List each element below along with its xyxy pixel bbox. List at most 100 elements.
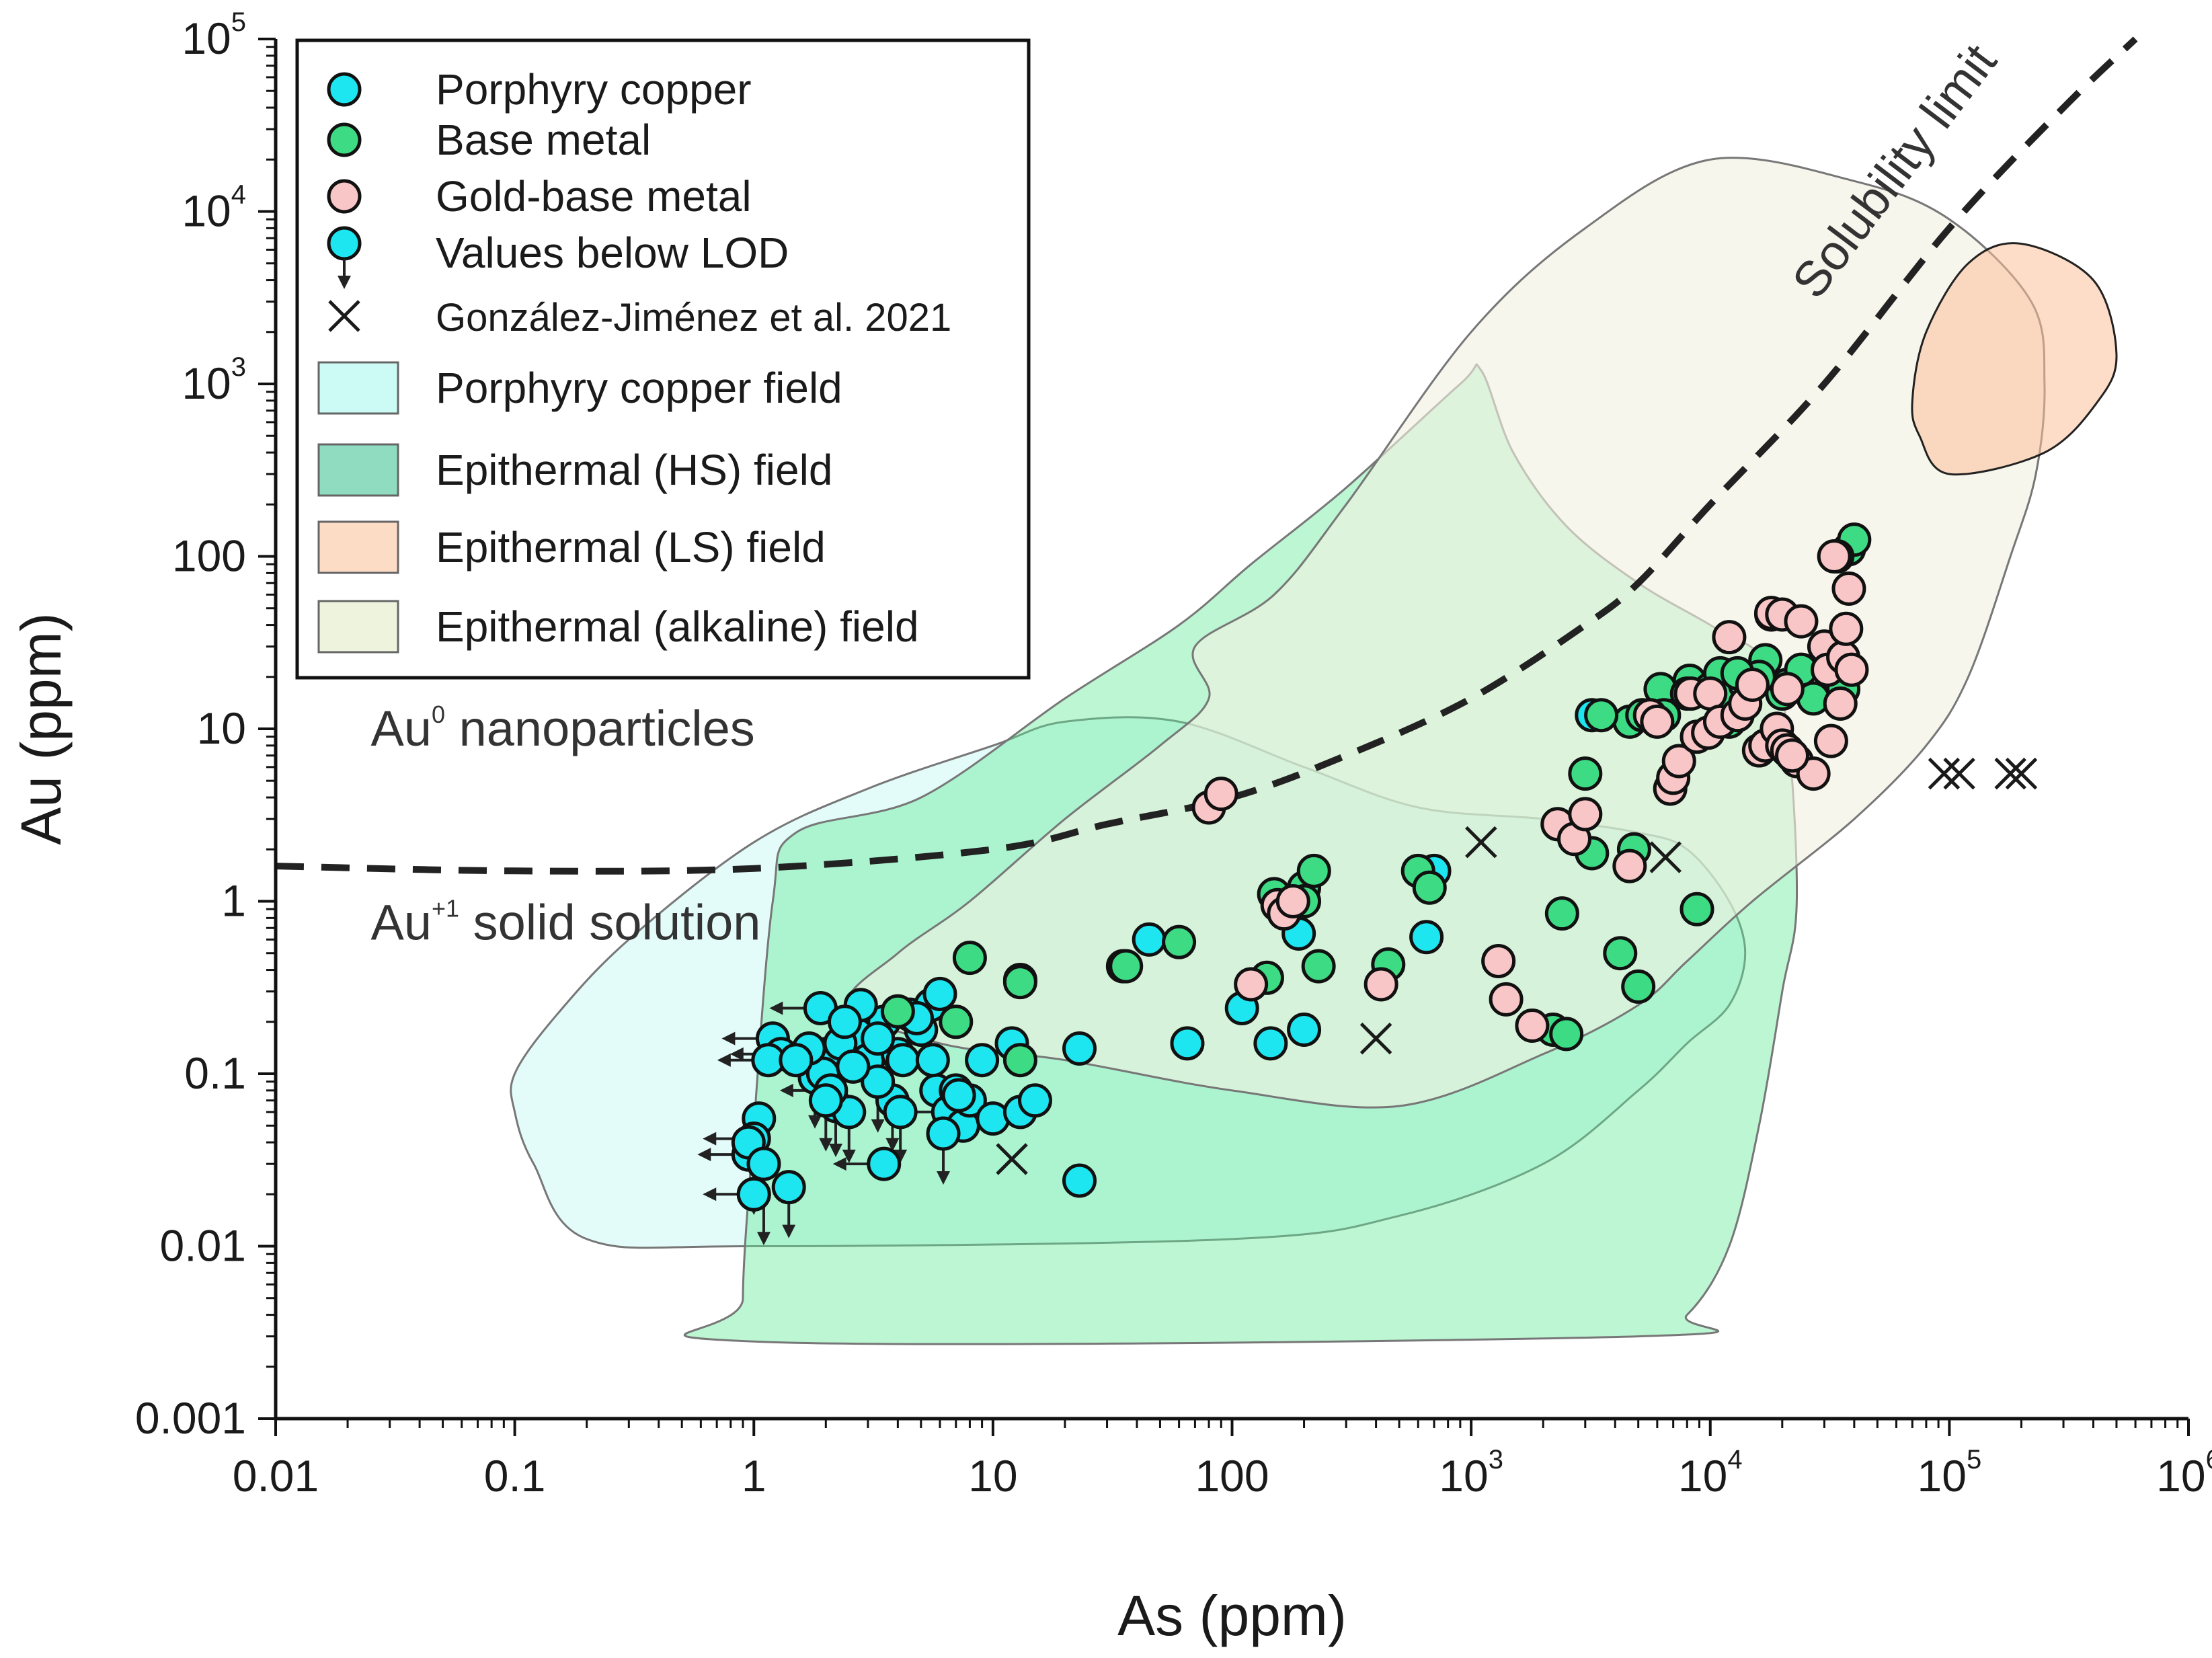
point-porphyry-copper <box>1062 1031 1097 1066</box>
cross-point-stroke <box>1928 757 1961 790</box>
x-tick-label-exp: 6 <box>2206 1445 2212 1474</box>
lod-down-arrow-head <box>808 1115 822 1129</box>
point-porphyry-copper <box>1017 1083 1052 1118</box>
legend-item-base-metal: Base metal <box>327 116 651 164</box>
point-base-metal <box>1002 1043 1037 1078</box>
x-tick-label: 103 <box>1439 1445 1503 1501</box>
x-tick-label: 0.01 <box>233 1451 319 1501</box>
y-tick-label: 103 <box>182 352 246 408</box>
cross-point-gonz-lez-jim-nez-et-al-2021 <box>996 1143 1028 1175</box>
cross-point-stroke <box>996 1143 1028 1175</box>
point-gold-base-metal <box>1817 539 1852 574</box>
y-tick-label-base: 10 <box>182 186 231 236</box>
point-gold-base-metal <box>1813 723 1848 758</box>
cross-point-stroke <box>1359 1022 1392 1055</box>
point-porphyry-copper <box>808 1083 843 1118</box>
y-tick-label: 0.001 <box>135 1393 246 1443</box>
point-porphyry-copper <box>922 976 957 1011</box>
lod-down-arrow-head <box>782 1224 796 1238</box>
solid-solution-label: Au+1 solid solution <box>371 894 761 950</box>
x-tick-label-base: 10 <box>2156 1451 2205 1501</box>
lod-left-arrow-head <box>697 1148 711 1162</box>
lod-down-arrow-head <box>937 1171 951 1185</box>
x-tick-label: 10 <box>968 1451 1017 1501</box>
legend-item-gonz-lez-jim-nez-et-al-2021: González-Jiménez et al. 2021 <box>328 296 951 340</box>
x-tick-label: 100 <box>1195 1451 1269 1501</box>
y-tick-label-exp: 5 <box>231 7 246 37</box>
point-base-metal <box>1296 853 1331 888</box>
legend-marker-circle <box>327 72 362 107</box>
legend-label: Epithermal (HS) field <box>436 446 832 494</box>
point-base-metal <box>1568 756 1603 791</box>
point-base-metal <box>1584 698 1619 733</box>
cross-point-gonz-lez-jim-nez-et-al-2021 <box>1943 757 1975 790</box>
point-porphyry-copper <box>836 1049 871 1084</box>
point-base-metal <box>1621 969 1656 1004</box>
x-tick-label-base: 100 <box>1195 1451 1269 1501</box>
legend-marker-swatch <box>317 600 399 654</box>
x-tick-label: 0.1 <box>484 1451 546 1501</box>
y-tick-label-base: 0.01 <box>160 1221 246 1271</box>
legend-item-epithermal-alkaline-field: Epithermal (alkaline) field <box>317 600 919 654</box>
point-porphyry-copper <box>827 1004 862 1039</box>
x-tick-label-exp: 4 <box>1727 1445 1742 1474</box>
cross-point-stroke <box>2005 757 2038 790</box>
point-gold-base-metal <box>1784 604 1819 639</box>
point-base-metal <box>1680 892 1714 926</box>
y-tick-label-base: 0.001 <box>135 1393 246 1443</box>
point-porphyry-copper <box>861 1021 896 1056</box>
solid-solution-label-rest: solid solution <box>459 894 760 950</box>
legend-marker-swatch <box>317 443 399 497</box>
point-gold-base-metal <box>1481 943 1516 978</box>
cross-point-gonz-lez-jim-nez-et-al-2021 <box>1649 841 1682 873</box>
point-base-metal <box>1301 949 1336 984</box>
point-base-metal <box>952 941 987 976</box>
legend-item-epithermal-ls-field: Epithermal (LS) field <box>317 520 826 574</box>
point-gold-base-metal <box>1640 704 1675 739</box>
point-gold-base-metal <box>1234 967 1269 1002</box>
point-porphyry-copper <box>965 1043 1000 1078</box>
point-porphyry-copper <box>885 1043 920 1078</box>
x-tick-label-exp: 3 <box>1489 1445 1503 1474</box>
point-base-metal <box>939 1004 974 1039</box>
data-points-layer <box>697 522 2038 1246</box>
cross-point-gonz-lez-jim-nez-et-al-2021 <box>1465 826 1497 859</box>
x-tick-label-base: 10 <box>1439 1451 1488 1501</box>
point-porphyry-copper <box>941 1078 976 1113</box>
point-porphyry-copper <box>1170 1026 1205 1061</box>
point-porphyry-copper <box>926 1116 961 1151</box>
cross-point-stroke <box>1943 757 1975 790</box>
legend-label: Base metal <box>436 116 651 164</box>
solid-solution-label-base: Au <box>371 894 432 950</box>
point-gold-base-metal <box>1568 797 1603 832</box>
point-gold-base-metal <box>1834 652 1869 687</box>
point-base-metal <box>1603 936 1638 971</box>
legend-item-epithermal-hs-field: Epithermal (HS) field <box>317 443 832 497</box>
solubility-limit-curve <box>275 36 2138 875</box>
y-tick-label: 105 <box>182 7 246 63</box>
point-base-metal <box>1109 949 1144 984</box>
point-porphyry-copper <box>1409 920 1444 955</box>
cross-point-gonz-lez-jim-nez-et-al-2021 <box>1359 1022 1392 1055</box>
x-tick-label-base: 10 <box>1918 1451 1967 1501</box>
point-gold-base-metal <box>1489 982 1524 1017</box>
solid-solution-label-sup: +1 <box>432 894 459 922</box>
point-base-metal <box>1544 896 1579 931</box>
point-base-metal <box>1549 1017 1584 1052</box>
y-tick-label-base: 10 <box>182 13 231 63</box>
x-tick-label: 106 <box>2156 1445 2212 1501</box>
legend-box <box>295 38 1031 680</box>
lod-left-arrow-head <box>832 1157 846 1171</box>
lod-down-arrow-head <box>819 1138 833 1152</box>
y-axis-title: Au (ppm) <box>9 613 73 844</box>
y-tick-label-exp: 3 <box>231 352 246 382</box>
legend-marker-swatch <box>317 520 399 574</box>
cross-point-gonz-lez-jim-nez-et-al-2021 <box>1994 757 2026 790</box>
x-tick-label: 104 <box>1678 1445 1743 1501</box>
lod-left-arrow-head <box>729 1047 744 1061</box>
y-tick-label-base: 0.1 <box>184 1048 246 1098</box>
lod-left-arrow-head <box>703 1187 717 1201</box>
y-tick-label: 0.01 <box>160 1221 246 1271</box>
point-gold-base-metal <box>1661 744 1696 779</box>
